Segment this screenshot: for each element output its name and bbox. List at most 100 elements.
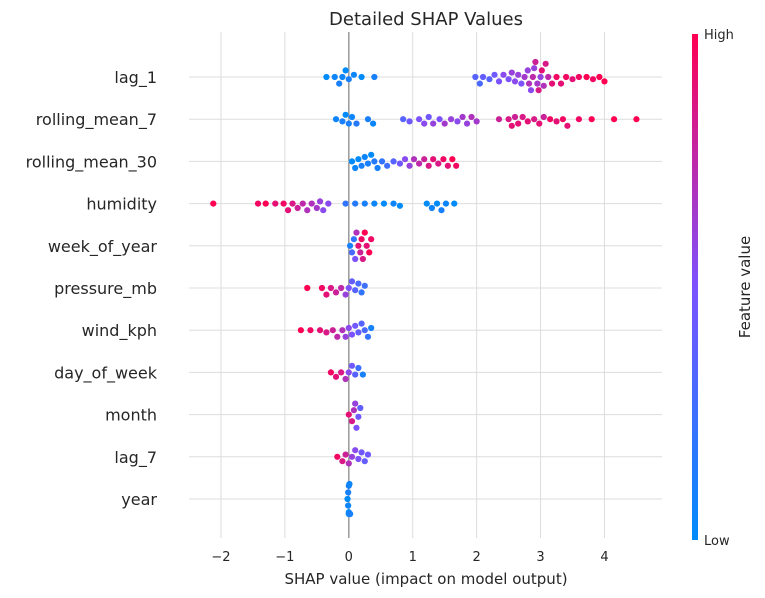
shap-point [352, 200, 359, 207]
shap-point [364, 116, 372, 123]
shap-point [430, 156, 437, 163]
shap-point [345, 284, 352, 292]
shap-point [307, 327, 314, 334]
shap-point [339, 73, 346, 81]
shap-point [495, 116, 503, 123]
shap-point [359, 371, 366, 378]
shap-point [297, 327, 304, 334]
shap-point [479, 73, 487, 81]
feature-labels: lag_1 rolling_mean_7 rolling_mean_30humidi… [26, 68, 158, 509]
shap-point [331, 73, 338, 81]
shap-point [334, 333, 341, 340]
shap-point [342, 67, 349, 74]
x-tick-label: 0 [345, 550, 353, 565]
x-tick-label: −2 [211, 550, 230, 565]
shap-point [327, 284, 334, 292]
shap-point [557, 80, 565, 87]
shap-point [534, 80, 541, 87]
shap-point [329, 327, 336, 334]
shap-point [363, 242, 370, 249]
shap-point [353, 229, 360, 236]
shap-point [540, 113, 547, 121]
shap-point [435, 160, 442, 167]
shap-point [463, 120, 471, 127]
shap-point [355, 156, 362, 163]
shap-point [338, 284, 345, 292]
shap-point [511, 78, 519, 85]
shap-point [511, 113, 519, 121]
x-axis: −2 −1 0 1 2 3 4 [211, 550, 608, 565]
shap-point [350, 236, 358, 243]
shap-point [348, 158, 356, 165]
shap-point [529, 73, 536, 81]
shap-point [353, 424, 360, 431]
shap-point [396, 202, 404, 209]
shap-point [316, 198, 324, 205]
feature-label: month [105, 406, 157, 425]
shap-point [532, 58, 539, 66]
shap-point [425, 113, 432, 121]
shap-point [332, 289, 340, 296]
shap-point [519, 113, 526, 121]
shap-point [318, 284, 326, 292]
shap-point [339, 118, 346, 125]
shap-point [416, 160, 423, 167]
shap-point [433, 200, 441, 207]
shap-point [294, 204, 301, 212]
shap-point [361, 327, 368, 334]
shap-point [345, 324, 352, 332]
shap-point [416, 116, 423, 123]
shap-point [537, 73, 544, 81]
shap-point [357, 404, 364, 412]
feature-label: lag_7 [114, 448, 157, 468]
colorbar-title: Feature value [736, 236, 754, 338]
shap-point [486, 76, 493, 83]
shap-point [345, 411, 352, 418]
shap-point [342, 375, 349, 383]
shap-point [348, 113, 356, 121]
shap-point [308, 200, 315, 207]
shap-point [342, 451, 349, 458]
x-tick-label: 2 [472, 550, 480, 565]
shap-point [423, 200, 430, 207]
shap-point [280, 200, 287, 207]
shap-point [390, 158, 397, 165]
shap-point [327, 369, 334, 376]
shap-point [425, 162, 432, 169]
shap-point [358, 162, 365, 169]
shap-point [380, 200, 388, 207]
shap-point [364, 333, 372, 340]
shap-point [472, 73, 479, 81]
shap-point [515, 71, 522, 78]
shap-point [353, 120, 360, 127]
shap-point [316, 327, 324, 334]
shap-point [468, 113, 475, 121]
shap-point [521, 73, 528, 81]
shap-point [352, 371, 359, 378]
shap-point [346, 510, 354, 518]
shap-point [444, 162, 451, 169]
shap-point [508, 69, 515, 76]
shap-point [374, 164, 381, 172]
x-tick-label: −1 [275, 550, 294, 565]
shap-point [345, 489, 352, 496]
shap-point [325, 200, 332, 207]
shap-point [348, 278, 356, 285]
shap-point [345, 502, 352, 509]
shap-point [610, 116, 618, 123]
shap-point [348, 362, 356, 369]
feature-label: wind_kph [82, 321, 157, 341]
shap-point [352, 400, 359, 407]
shap-point [538, 67, 545, 74]
shap-point [400, 116, 407, 123]
shap-point [364, 160, 372, 167]
shap-point [430, 120, 437, 127]
shap-point [361, 282, 368, 289]
shap-point [342, 291, 349, 298]
shap-point [355, 455, 362, 463]
feature-label: humidity [86, 195, 157, 214]
shap-point [535, 87, 542, 94]
shap-point [583, 73, 590, 81]
shap-point [346, 480, 353, 488]
